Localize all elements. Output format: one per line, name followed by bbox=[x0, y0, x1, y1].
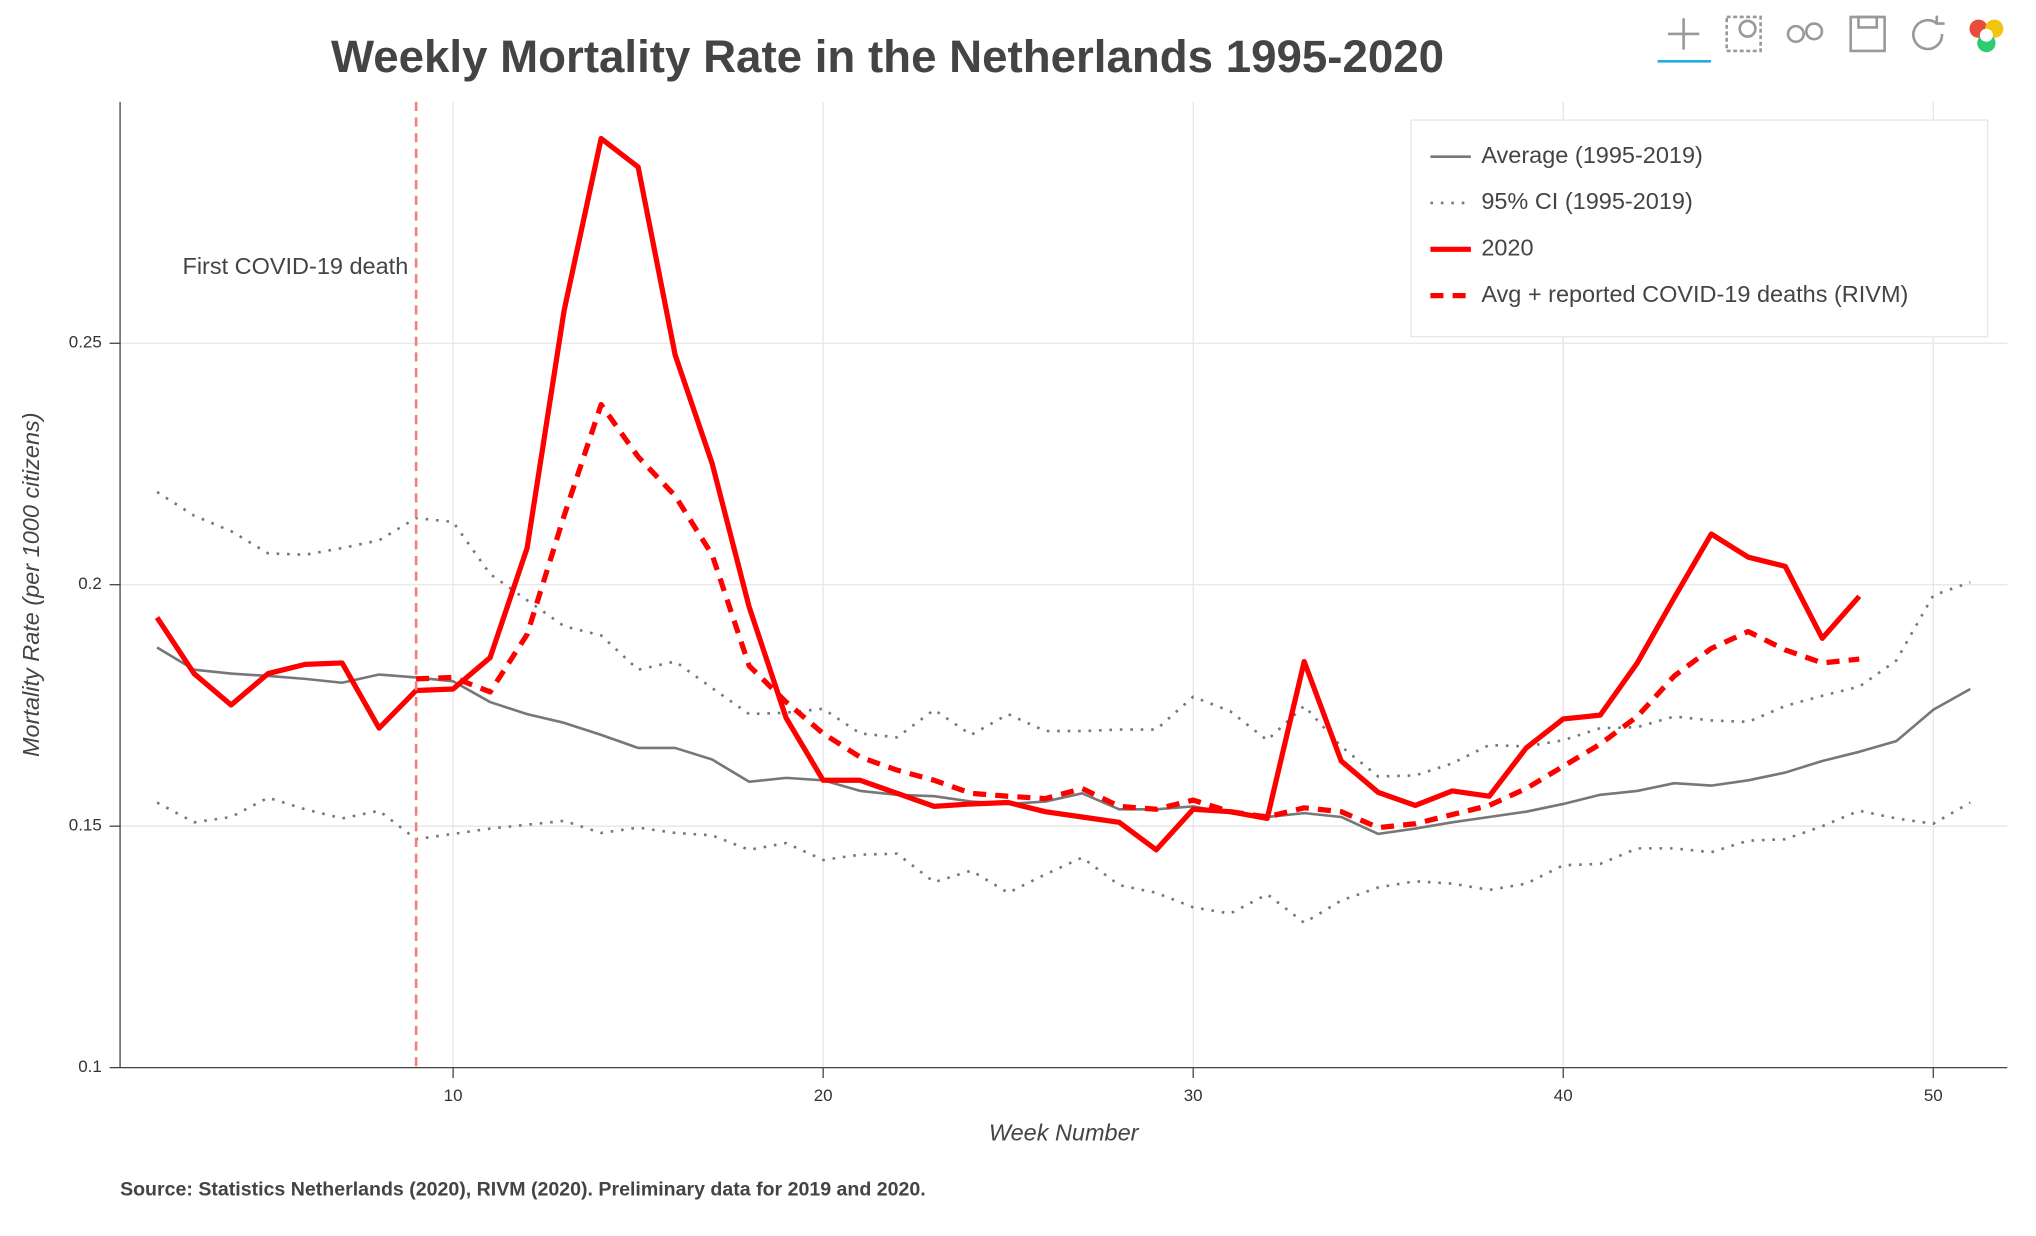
y-tick-label: 0.1 bbox=[78, 1057, 102, 1076]
toolbar bbox=[1657, 15, 2004, 63]
y-tick-label: 0.15 bbox=[69, 816, 102, 835]
legend: Average (1995-2019) 95% CI (1995-2019) 202… bbox=[1410, 119, 1989, 338]
y-axis-label: Mortality Rate (per 1000 citizens) bbox=[18, 412, 44, 757]
chart-title: Weekly Mortality Rate in the Netherlands… bbox=[331, 31, 1444, 82]
pan-tool[interactable] bbox=[1657, 18, 1712, 63]
series-line bbox=[156, 796, 1971, 925]
legend-label: 95% CI (1995-2019) bbox=[1481, 188, 1692, 214]
bokeh-logo[interactable] bbox=[1969, 19, 2004, 53]
y-tick-label: 0.2 bbox=[78, 574, 102, 593]
reset-tool[interactable] bbox=[1912, 15, 1945, 51]
x-tick-label: 30 bbox=[1184, 1086, 1203, 1105]
box-zoom-tool[interactable] bbox=[1725, 15, 1762, 53]
y-tick-label: 0.25 bbox=[69, 333, 102, 352]
legend-label: 2020 bbox=[1481, 235, 1533, 261]
series-line bbox=[416, 401, 1860, 831]
legend-label: Average (1995-2019) bbox=[1481, 142, 1703, 168]
save-tool[interactable] bbox=[1849, 15, 1886, 53]
annotation-label: First COVID-19 death bbox=[182, 253, 408, 279]
x-tick-label: 50 bbox=[1924, 1086, 1943, 1105]
wheel-zoom-tool[interactable] bbox=[1786, 22, 1824, 44]
x-tick-label: 40 bbox=[1554, 1086, 1573, 1105]
x-tick-label: 20 bbox=[814, 1086, 833, 1105]
x-axis-label: Week Number bbox=[989, 1119, 1140, 1145]
x-tick-label: 10 bbox=[444, 1086, 463, 1105]
legend-box bbox=[1410, 119, 1989, 338]
source-note: Source: Statistics Netherlands (2020), R… bbox=[120, 1178, 926, 1200]
series-line bbox=[154, 135, 1862, 853]
legend-label: Avg + reported COVID-19 deaths (RIVM) bbox=[1481, 281, 1908, 307]
